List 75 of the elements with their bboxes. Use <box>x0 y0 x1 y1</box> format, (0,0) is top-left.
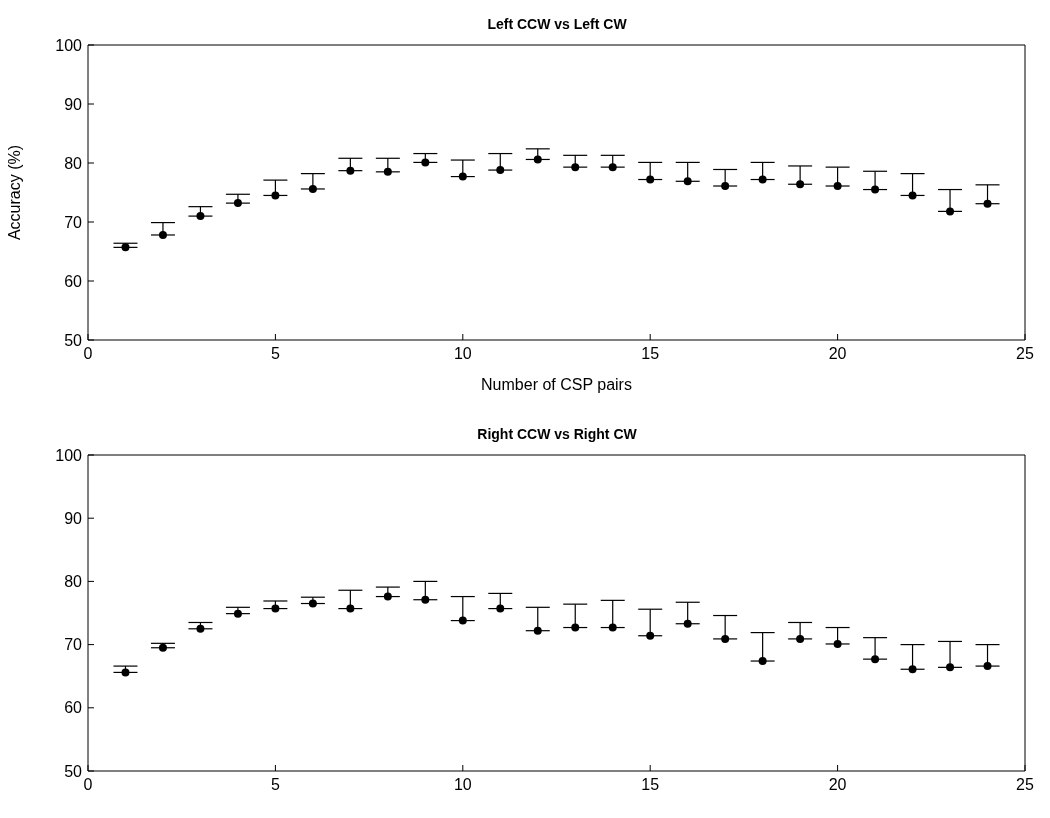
point <box>421 595 430 604</box>
point <box>683 619 692 628</box>
point <box>758 175 767 184</box>
point <box>346 604 355 613</box>
y-tick-label: 70 <box>64 636 83 654</box>
point <box>346 166 355 175</box>
point <box>983 662 992 671</box>
point <box>571 163 580 172</box>
point <box>758 657 767 666</box>
point <box>908 191 917 200</box>
point <box>233 609 242 618</box>
point <box>533 626 542 635</box>
point <box>946 207 955 216</box>
y-tick-label: 100 <box>55 36 83 54</box>
x-tick-label: 25 <box>1016 345 1034 363</box>
point <box>383 167 392 176</box>
y-tick-label: 50 <box>64 331 83 349</box>
x-tick-label: 5 <box>270 776 280 794</box>
x-tick-label: 5 <box>270 345 280 363</box>
point <box>646 631 655 640</box>
point <box>646 175 655 184</box>
point <box>383 592 392 601</box>
point <box>121 243 130 252</box>
x-axis-title: Number of CSP pairs <box>481 376 632 393</box>
y-tick-label: 60 <box>64 272 83 290</box>
point <box>496 166 505 175</box>
point <box>833 182 842 191</box>
y-tick-label: 60 <box>64 699 83 717</box>
point <box>158 230 167 239</box>
point <box>271 191 280 200</box>
y-tick-label: 50 <box>64 762 83 780</box>
x-tick-label: 0 <box>83 776 93 794</box>
point <box>308 599 317 608</box>
x-tick-label: 20 <box>828 776 847 794</box>
point <box>796 634 805 643</box>
point <box>721 634 730 643</box>
x-tick-label: 10 <box>453 776 472 794</box>
y-tick-label: 80 <box>64 573 83 591</box>
x-tick-label: 10 <box>453 345 472 363</box>
point <box>608 163 617 172</box>
point <box>158 643 167 652</box>
x-tick-label: 20 <box>828 345 847 363</box>
x-tick-label: 25 <box>1016 776 1034 794</box>
point <box>458 172 467 181</box>
point <box>833 639 842 648</box>
point <box>271 604 280 613</box>
point <box>871 185 880 194</box>
point <box>796 180 805 189</box>
chart-title: Left CCW vs Left CW <box>486 16 628 32</box>
y-tick-label: 80 <box>64 154 83 172</box>
point <box>121 668 130 677</box>
point <box>871 655 880 664</box>
point <box>721 182 730 191</box>
point <box>608 623 617 632</box>
y-tick-label: 100 <box>55 446 83 464</box>
point <box>683 177 692 186</box>
point <box>571 623 580 632</box>
point <box>421 158 430 167</box>
x-tick-label: 15 <box>641 776 660 794</box>
y-tick-label: 70 <box>64 213 83 231</box>
point <box>983 199 992 208</box>
y-tick-label: 90 <box>64 509 83 527</box>
chart-title: Right CCW vs Right CW <box>476 426 638 442</box>
x-tick-label: 0 <box>83 345 93 363</box>
point <box>308 184 317 193</box>
point <box>946 663 955 672</box>
y-axis-title: Accuracy (%) <box>5 144 23 241</box>
x-tick-label: 15 <box>641 345 660 363</box>
point <box>233 199 242 208</box>
point <box>458 616 467 625</box>
point <box>908 665 917 674</box>
point <box>196 212 205 221</box>
y-tick-label: 90 <box>64 95 83 113</box>
point <box>533 155 542 164</box>
point <box>496 604 505 613</box>
